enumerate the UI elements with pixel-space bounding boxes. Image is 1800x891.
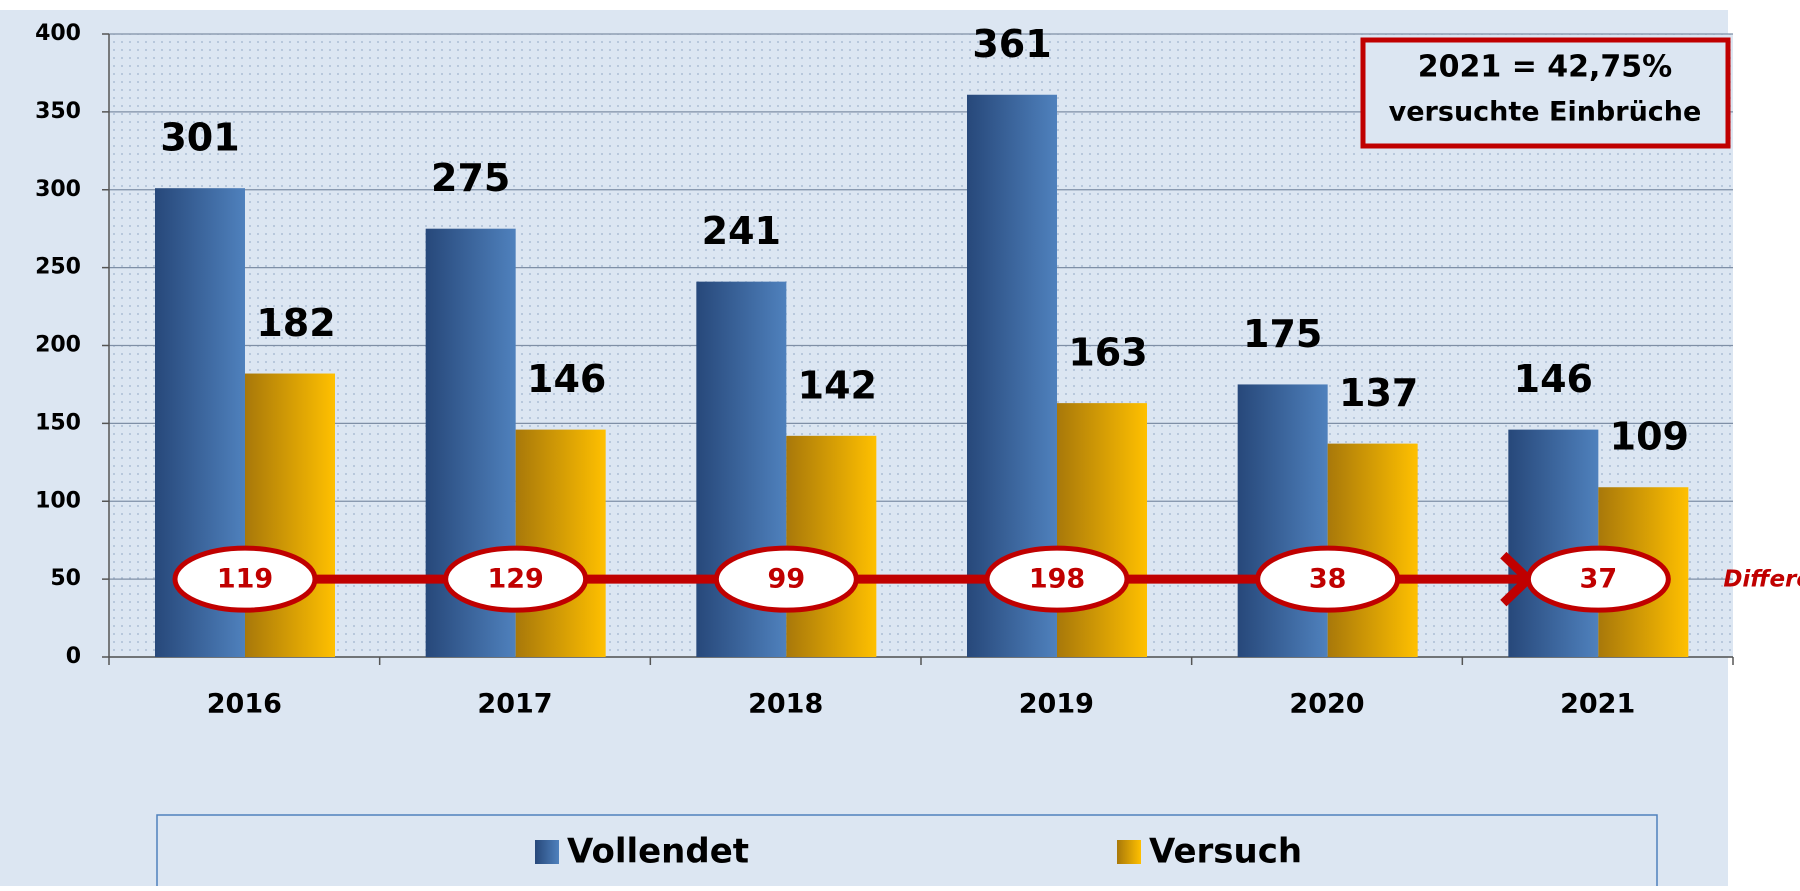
- difference-label: 38: [1309, 564, 1347, 595]
- value-label: 146: [527, 357, 606, 401]
- value-label: 142: [798, 363, 877, 407]
- y-tick-label: 150: [35, 410, 81, 435]
- annotation-line: 2021 = 42,75%: [1418, 50, 1672, 85]
- y-tick-label: 100: [35, 488, 81, 513]
- y-tick-label: 400: [35, 21, 81, 46]
- bar: [1508, 429, 1599, 657]
- x-tick-label: 2020: [1289, 689, 1364, 720]
- legend-swatch: [1117, 840, 1141, 864]
- value-label: 175: [1243, 312, 1322, 356]
- difference-ellipse: [1525, 545, 1671, 613]
- x-tick-label: 2018: [748, 689, 823, 720]
- value-label: 182: [256, 301, 335, 345]
- x-tick-label: 2017: [477, 689, 552, 720]
- value-label: 163: [1068, 331, 1147, 375]
- difference-title: Differenz: [1723, 567, 1800, 593]
- annotation-frame: [1360, 37, 1731, 149]
- y-tick-label: 250: [35, 255, 81, 280]
- value-label: 241: [702, 209, 781, 253]
- value-label: 137: [1339, 371, 1418, 415]
- value-label: 301: [160, 116, 239, 160]
- legend-label: Versuch: [1149, 832, 1302, 872]
- bar: [1057, 403, 1147, 657]
- legend-swatch: [535, 840, 559, 864]
- annotation-box: 2021 = 42,75% versuchte Einbrüche: [1360, 37, 1731, 149]
- legend-label: Vollendet: [567, 832, 749, 872]
- difference-ellipse: [443, 545, 589, 613]
- bar: [1237, 384, 1328, 657]
- bar: [245, 373, 335, 657]
- y-tick-label: 350: [35, 99, 81, 124]
- x-tick-label: 2019: [1019, 689, 1094, 720]
- difference-label: 198: [1029, 564, 1085, 595]
- difference-ellipse: [1255, 545, 1401, 613]
- bar: [515, 429, 606, 657]
- value-label: 146: [1514, 357, 1593, 401]
- difference-ellipse: [713, 545, 859, 613]
- difference-ellipse: [984, 545, 1130, 613]
- annotation-line: versuchte Einbrüche: [1389, 97, 1702, 128]
- y-tick-label: 200: [35, 333, 81, 358]
- difference-label: 129: [487, 564, 543, 595]
- value-label: 109: [1610, 415, 1689, 459]
- difference-label: 99: [768, 564, 806, 595]
- x-tick-label: 2016: [207, 689, 282, 720]
- difference-ellipse: [172, 545, 318, 613]
- y-tick-label: 0: [66, 644, 81, 669]
- legend-box: [156, 814, 1658, 891]
- value-label: 275: [431, 156, 510, 200]
- difference-label: 119: [217, 564, 273, 595]
- x-tick-label: 2021: [1560, 689, 1635, 720]
- difference-label: 37: [1580, 564, 1618, 595]
- y-tick-label: 300: [35, 177, 81, 202]
- value-label: 361: [972, 22, 1051, 66]
- y-tick-label: 50: [50, 566, 81, 591]
